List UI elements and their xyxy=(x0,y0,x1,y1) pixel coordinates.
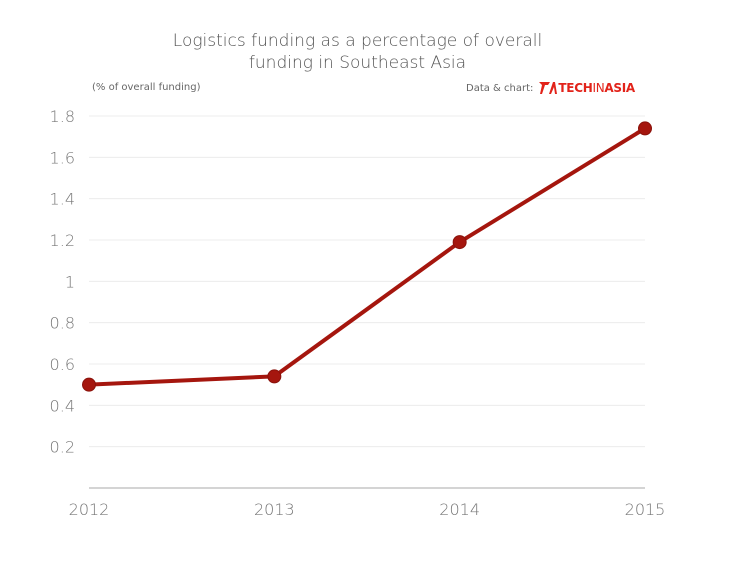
data-point xyxy=(82,377,96,392)
techinasia-logo: TECH IN ASIA xyxy=(539,81,635,95)
y-tick-label: 1.8 xyxy=(50,107,75,126)
chart-title-line-2: funding in Southeast Asia xyxy=(248,53,467,73)
credit: Data & chart: TECH IN ASIA xyxy=(466,81,635,95)
y-tick-label: 1.4 xyxy=(50,190,75,209)
y-tick-label: 1.2 xyxy=(50,231,75,250)
x-tick-label: 2015 xyxy=(625,500,666,519)
x-tick-label: 2013 xyxy=(254,500,295,519)
data-point xyxy=(267,369,282,384)
chart-title-line-1: Logistics funding as a percentage of ove… xyxy=(172,31,543,51)
x-tick-label: 2012 xyxy=(69,500,110,519)
logo-mark-icon xyxy=(539,82,558,94)
y-tick-label: 0.6 xyxy=(50,355,75,374)
credit-label: Data & chart: xyxy=(466,82,534,94)
y-tick-label: 1 xyxy=(65,272,75,291)
y-tick-label: 0.8 xyxy=(50,314,75,333)
y-tick-label: 0.4 xyxy=(50,396,75,415)
y-axis-label: (% of overall funding) xyxy=(92,82,201,93)
series-line xyxy=(88,126,647,387)
y-tick-label: 0.2 xyxy=(50,438,75,457)
y-tick-label: 1.6 xyxy=(50,148,75,167)
data-point xyxy=(452,235,467,250)
x-tick-label: 2014 xyxy=(439,500,480,519)
chart-title: Logistics funding as a percentage of ove… xyxy=(0,30,715,74)
data-point xyxy=(638,121,652,136)
